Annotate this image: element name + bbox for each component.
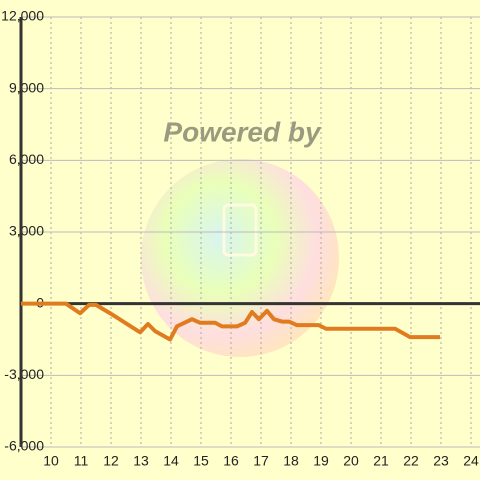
data-line — [21, 301, 441, 342]
x-tick-label: 23 — [433, 453, 449, 469]
watermark-text: Powered by — [163, 116, 322, 147]
y-tick-label: -3,000 — [4, 366, 44, 382]
watermark-logo — [141, 159, 339, 357]
grid: 10 11 12 13 14 15 16 17 18 19 20 21 22 23 24 -6,000 -3,0… — [1, 8, 480, 469]
x-tick-label: 18 — [283, 453, 299, 469]
watermark-icon — [222, 203, 258, 257]
watermark: Powered by — [141, 116, 339, 357]
x-tick-label: 17 — [253, 453, 269, 469]
x-tick-label: 11 — [74, 453, 89, 469]
x-tick-label: 24 — [463, 453, 479, 469]
plot — [21, 301, 441, 342]
x-tick-label: 10 — [43, 453, 59, 469]
x-tick-label: 15 — [193, 453, 209, 469]
x-tick-label: 22 — [403, 453, 419, 469]
x-tick-label: 16 — [223, 453, 239, 469]
x-tick-label: 14 — [163, 453, 179, 469]
y-tick-label: 9,000 — [9, 79, 44, 95]
x-tick-label: 19 — [313, 453, 329, 469]
y-tick-label: 3,000 — [9, 223, 44, 239]
x-tick-label: 12 — [103, 453, 119, 469]
x-tick-label: 13 — [133, 453, 149, 469]
x-tick-label: 21 — [373, 453, 389, 469]
x-tick-label: 20 — [343, 453, 359, 469]
y-tick-label: 6,000 — [9, 151, 44, 167]
y-tick-label: -6,000 — [4, 438, 44, 454]
y-tick-label: 12,000 — [1, 8, 44, 24]
